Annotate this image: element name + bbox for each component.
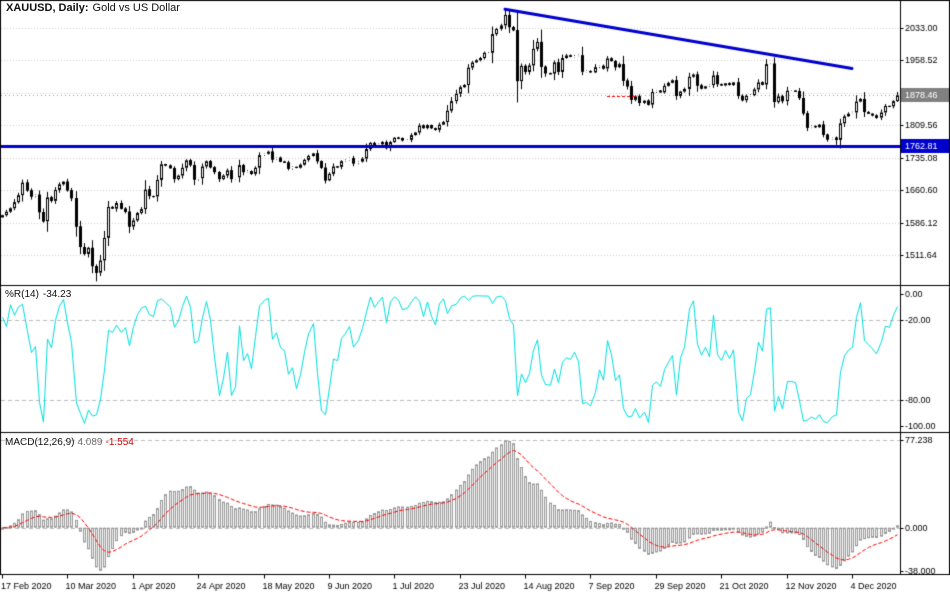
price-chart-canvas[interactable]	[0, 0, 950, 600]
chart-window: XAUUSD, Daily: Gold vs US Dollar %R(14) -3…	[0, 0, 950, 600]
